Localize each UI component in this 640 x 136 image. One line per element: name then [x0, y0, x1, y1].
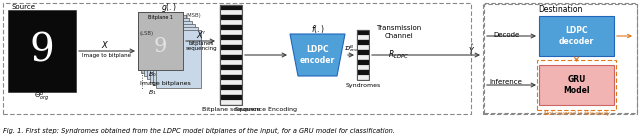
Bar [220, 60, 242, 65]
Text: $f(.)$: $f(.)$ [310, 23, 324, 35]
Text: $\Theta^{B}_{org}$: $\Theta^{B}_{org}$ [35, 90, 50, 104]
Bar [539, 16, 614, 56]
Text: Image bitplanes: Image bitplanes [140, 81, 191, 86]
Text: LDPC
decoder: LDPC decoder [559, 26, 594, 46]
Text: 9: 9 [154, 36, 167, 55]
Bar [357, 65, 369, 70]
Bar [220, 90, 242, 95]
Bar [220, 50, 242, 55]
Bar [357, 75, 369, 80]
Text: LDPC
encoder: LDPC encoder [300, 45, 335, 65]
Text: Not covered in this study: Not covered in this study [543, 112, 609, 117]
Bar [539, 65, 614, 105]
Bar [220, 80, 242, 85]
Text: $B_1$: $B_1$ [148, 89, 157, 98]
Bar [357, 30, 369, 80]
Bar [220, 20, 242, 25]
Bar [357, 60, 369, 65]
Text: Channel: Channel [385, 33, 413, 39]
Text: $\hat{Y}$: $\hat{Y}$ [468, 43, 476, 57]
Text: 9: 9 [29, 33, 54, 69]
Bar [220, 95, 242, 100]
Bar [357, 35, 369, 40]
Bar [141, 15, 186, 73]
Bar [220, 5, 242, 105]
Bar [138, 12, 183, 70]
Text: Image to bitplane: Image to bitplane [83, 52, 131, 58]
Text: $\mathcal{D}^{B}_{enc}$: $\mathcal{D}^{B}_{enc}$ [344, 44, 358, 54]
Text: Bitplane sequence: Bitplane sequence [202, 107, 260, 112]
Bar [220, 55, 242, 60]
Bar [220, 5, 242, 10]
Bar [153, 27, 198, 85]
Text: Fig. 1. First step: Syndromes obtained from the LDPC model bitplanes of the inpu: Fig. 1. First step: Syndromes obtained f… [3, 128, 395, 134]
Bar [484, 4, 637, 113]
Bar [220, 85, 242, 90]
Bar [220, 15, 242, 20]
Text: Transmission: Transmission [376, 25, 422, 31]
Bar [150, 24, 195, 82]
Text: Decode: Decode [493, 32, 519, 38]
Bar [220, 10, 242, 15]
Bar [156, 30, 201, 88]
Text: Destination: Destination [538, 5, 582, 15]
Text: (MSB): (MSB) [185, 13, 201, 18]
Bar [147, 21, 192, 79]
Text: $X'$: $X'$ [196, 30, 207, 41]
Bar [220, 65, 242, 70]
Bar [537, 60, 616, 110]
Text: (LSB): (LSB) [140, 32, 154, 36]
Bar [220, 100, 242, 105]
Bar [220, 30, 242, 35]
Bar [144, 18, 189, 76]
Bar [357, 70, 369, 75]
Text: Bitplane 1: Bitplane 1 [148, 15, 173, 19]
Polygon shape [290, 34, 345, 76]
Bar [138, 12, 183, 70]
Text: Inference: Inference [490, 79, 522, 85]
Bar [357, 40, 369, 45]
Bar [357, 30, 369, 35]
Text: $R_{LDPC}$: $R_{LDPC}$ [388, 49, 410, 61]
Text: Sequence Encoding: Sequence Encoding [235, 107, 297, 112]
Text: $X$: $X$ [101, 39, 109, 50]
Text: Source: Source [11, 4, 35, 10]
Bar [220, 25, 242, 30]
Bar [3, 3, 471, 114]
Bar [357, 55, 369, 60]
Text: $B_0$: $B_0$ [148, 71, 157, 79]
Bar [483, 3, 637, 114]
Bar [220, 35, 242, 40]
Bar [220, 75, 242, 80]
Text: $g(.)$: $g(.)$ [161, 1, 177, 15]
Bar [8, 10, 76, 92]
Text: Syndromes: Syndromes [346, 83, 381, 87]
Bar [220, 40, 242, 45]
Bar [357, 50, 369, 55]
Text: bitplanes
sequencing: bitplanes sequencing [186, 41, 218, 51]
Bar [220, 45, 242, 50]
Text: GRU
Model: GRU Model [563, 75, 589, 95]
Bar [357, 45, 369, 50]
Bar [220, 70, 242, 75]
